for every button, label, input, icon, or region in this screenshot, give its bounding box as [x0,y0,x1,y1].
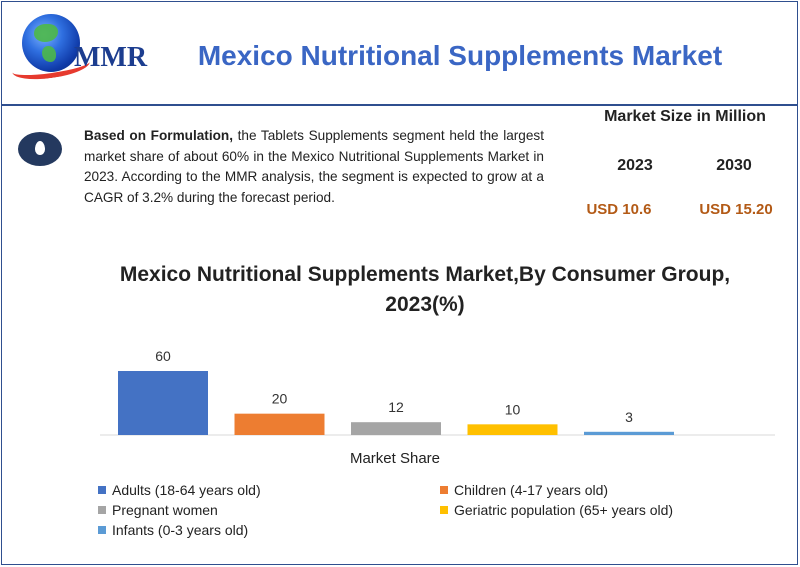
data-label-2: 12 [388,399,404,415]
market-size-year-2030: 2030 [716,157,752,174]
legend-item-children: Children (4-17 years old) [440,482,608,498]
legend-label: Children (4-17 years old) [454,482,609,498]
legend-swatch [440,506,448,514]
legend-item-adults: Adults (18-64 years old) [98,482,261,498]
bar-chart: 60 20 12 10 3 [100,348,775,436]
chart-title: Mexico Nutritional Supplements Market,By… [119,263,731,316]
bar-2 [351,422,441,435]
legend-swatch [440,486,448,494]
globe-land [34,24,58,42]
data-label-0: 60 [155,348,171,364]
data-label-4: 3 [625,409,633,425]
legend-label: Geriatric population (65+ years old) [454,502,674,518]
legend-swatch [98,486,106,494]
logo-text: MMR [74,42,148,73]
legend-swatch [98,526,106,534]
bar-3 [467,424,558,435]
legend-label: Adults (18-64 years old) [112,482,261,498]
globe-icon [22,14,80,72]
market-size-title: Market Size in Million [604,108,766,125]
legend-label: Pregnant women [112,502,218,518]
data-label-1: 20 [272,391,288,407]
legend-label: Infants (0-3 years old) [112,522,249,538]
legend-item-pregnant-women: Pregnant women [98,502,218,518]
market-size-year-2023: 2023 [617,157,653,174]
page-title: Mexico Nutritional Supplements Market [197,40,723,71]
header-divider [2,104,797,106]
mmr-logo: MMR [10,12,162,84]
legend-item-infants: Infants (0-3 years old) [98,522,248,538]
bar-4 [584,431,674,435]
legend-item-geriatric: Geriatric population (65+ years old) [440,502,673,518]
flame-icon [35,141,45,155]
chart-x-label: Market Share [349,450,441,467]
legend-swatch [98,506,106,514]
info-paragraph: Based on Formulation, the Tablets Supple… [84,126,544,208]
market-size-value-2030: USD 15.20 [699,201,773,218]
bar-1 [234,413,325,435]
info-bold-lead: Based on Formulation, [84,128,233,143]
market-size-value-2023: USD 10.6 [586,201,652,218]
bar-0 [118,371,208,435]
data-label-3: 10 [505,401,521,417]
info-body: the Tablets Supplements segment held the… [84,128,544,205]
globe-land-south [42,46,56,62]
